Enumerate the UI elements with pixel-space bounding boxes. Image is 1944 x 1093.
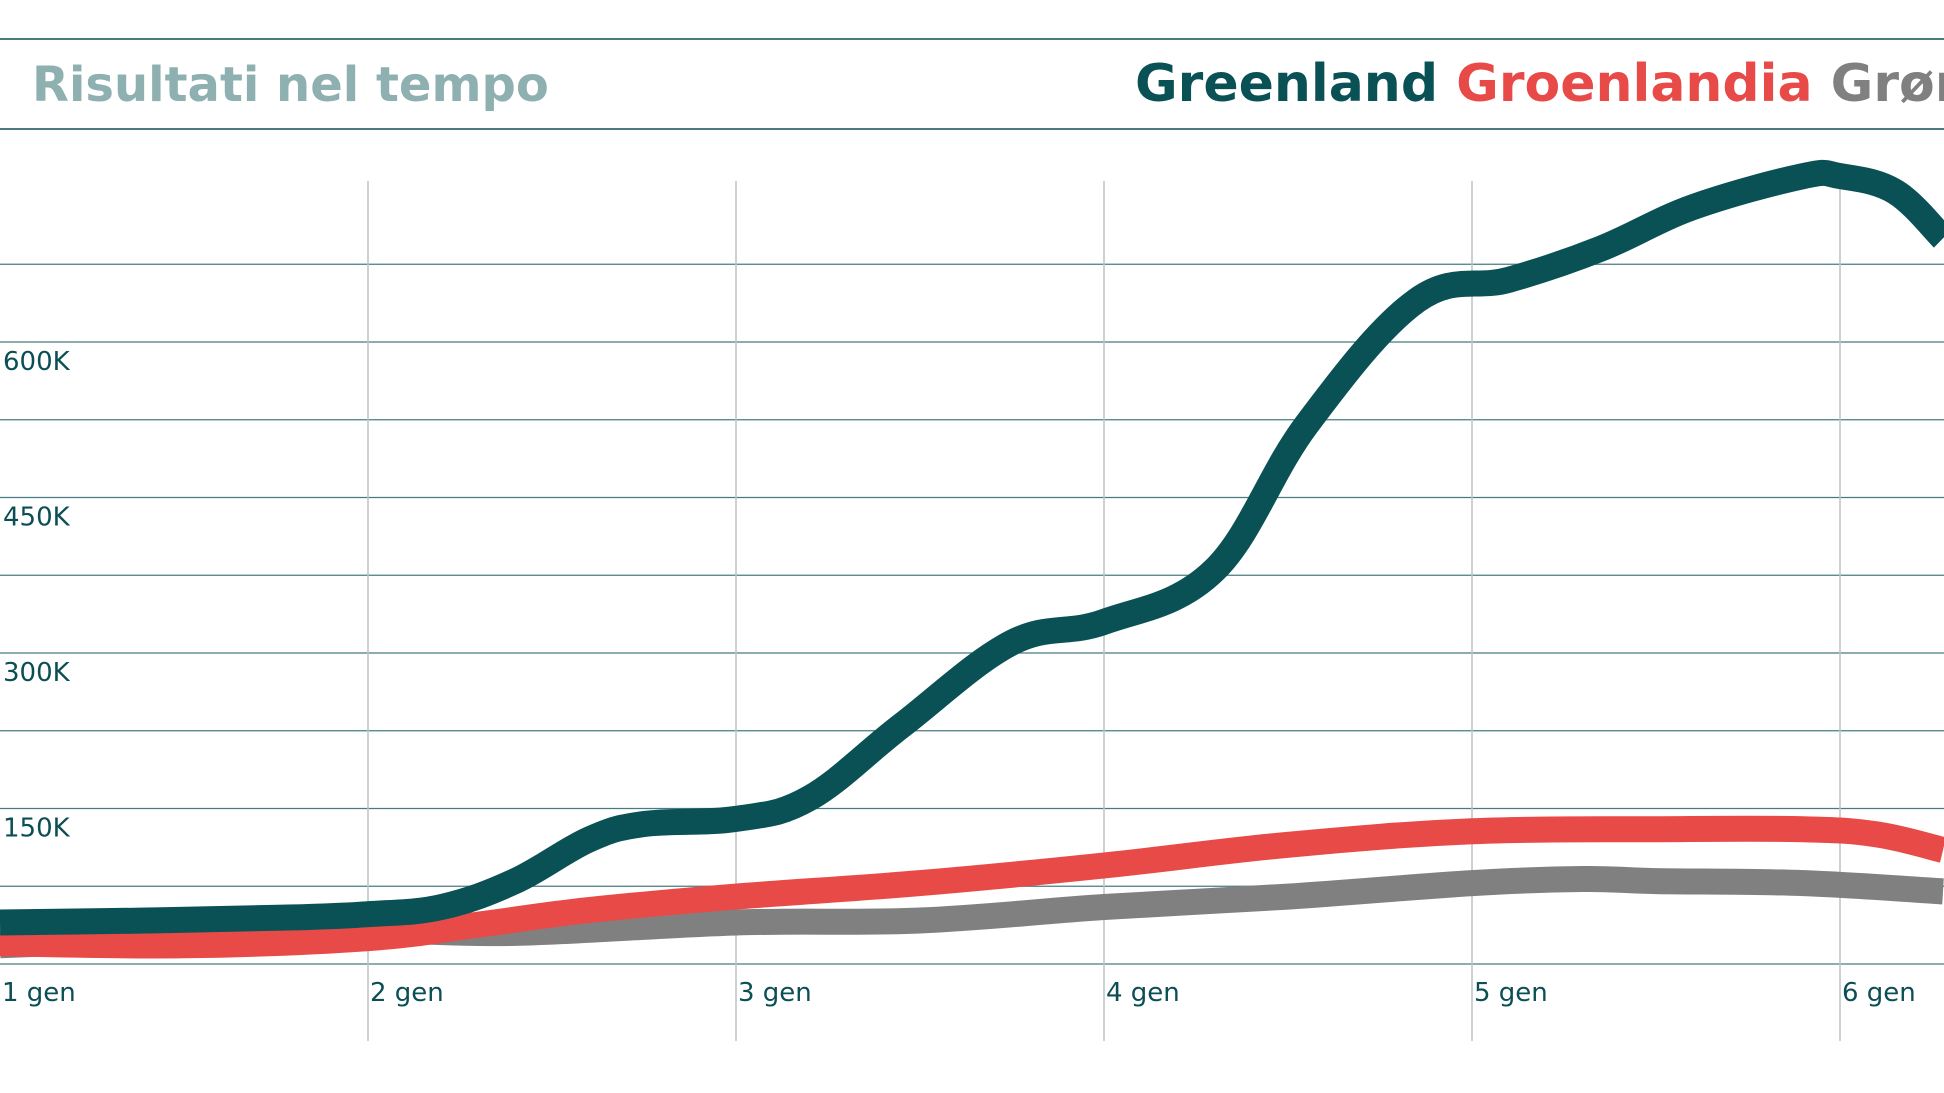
y-tick-label: 300K	[3, 658, 71, 688]
y-tick-label: 600K	[3, 347, 71, 377]
chart-title: Risultati nel tempo	[32, 57, 549, 113]
x-tick-label: 6 gen	[1842, 978, 1916, 1008]
legend-entry-greenland: Greenland	[1135, 54, 1438, 114]
x-tick-label: 3 gen	[738, 978, 812, 1008]
x-tick-label: 4 gen	[1106, 978, 1180, 1008]
text-layer: Risultati nel tempo Greenland Groenlandi…	[2, 54, 1944, 1008]
x-tick-label: 1 gen	[2, 978, 76, 1008]
legend: Greenland Groenlandia Grønland	[1135, 54, 1944, 114]
series-line-greenland	[0, 159, 1944, 936]
y-tick-label: 450K	[3, 503, 71, 533]
x-tick-label: 2 gen	[370, 978, 444, 1008]
legend-entry-groenlandia: Groenlandia	[1438, 54, 1813, 114]
series-line-groenlandia	[0, 815, 1944, 959]
legend-entry-grønland: Grønland	[1813, 54, 1944, 114]
x-tick-label: 5 gen	[1474, 978, 1548, 1008]
y-tick-label: 150K	[3, 814, 71, 844]
series-layer	[0, 159, 1944, 959]
